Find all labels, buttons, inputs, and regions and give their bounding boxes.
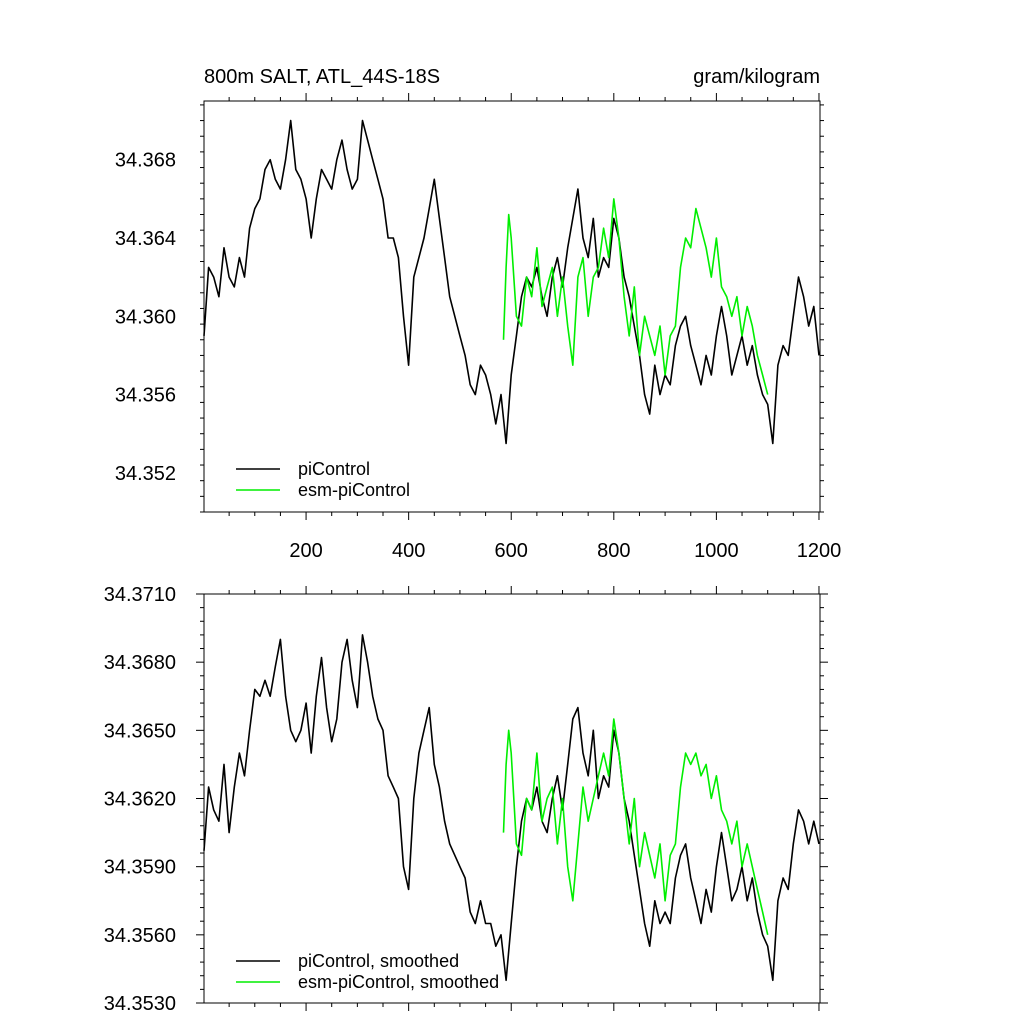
y-tick-label: 34.360	[115, 306, 176, 328]
bottom-panel: 34.3530 34.3560 34.3590 34.3620 34.3650 34.36…	[104, 584, 828, 1015]
legend-label: piControl, smoothed	[298, 951, 459, 971]
x-tick-label: 1200	[797, 540, 842, 562]
legend-label: esm-piControl, smoothed	[298, 972, 499, 992]
x-tick-label: 1000	[694, 540, 739, 562]
y-tick-label: 34.3530	[104, 993, 176, 1015]
y-tick-label: 34.3620	[104, 789, 176, 811]
y-tick-label: 34.3650	[104, 720, 176, 742]
y-tick-label: 34.3590	[104, 857, 176, 879]
series-line-picontrol	[203, 634, 820, 982]
y-tick-label: 34.3560	[104, 925, 176, 947]
y-tick-label: 34.364	[115, 228, 176, 250]
left-title: 800m SALT, ATL_44S-18S	[204, 66, 440, 88]
y-tick-label: 34.352	[115, 463, 176, 485]
right-title: gram/kilogram	[693, 66, 820, 88]
y-tick-label: 34.3680	[104, 652, 176, 674]
x-tick-label: 600	[495, 540, 528, 562]
x-tick-label: 400	[392, 540, 425, 562]
y-tick-label: 34.3710	[104, 584, 176, 606]
top-panel: 200 400 600 800 1000 1200 34.352 34.356 34.360 34…	[115, 93, 841, 562]
y-tick-label: 34.368	[115, 150, 176, 172]
y-tick-label: 34.356	[115, 385, 176, 407]
series-line-esm-picontrol	[502, 198, 769, 395]
series-line-picontrol	[203, 119, 820, 445]
x-tick-label: 200	[289, 540, 322, 562]
x-tick-label: 800	[597, 540, 630, 562]
legend-label: esm-piControl	[298, 480, 410, 500]
legend-label: piControl	[298, 459, 370, 479]
plot-frame	[203, 100, 821, 513]
plot-frame	[203, 593, 821, 1004]
series-line-esm-picontrol	[502, 718, 769, 935]
